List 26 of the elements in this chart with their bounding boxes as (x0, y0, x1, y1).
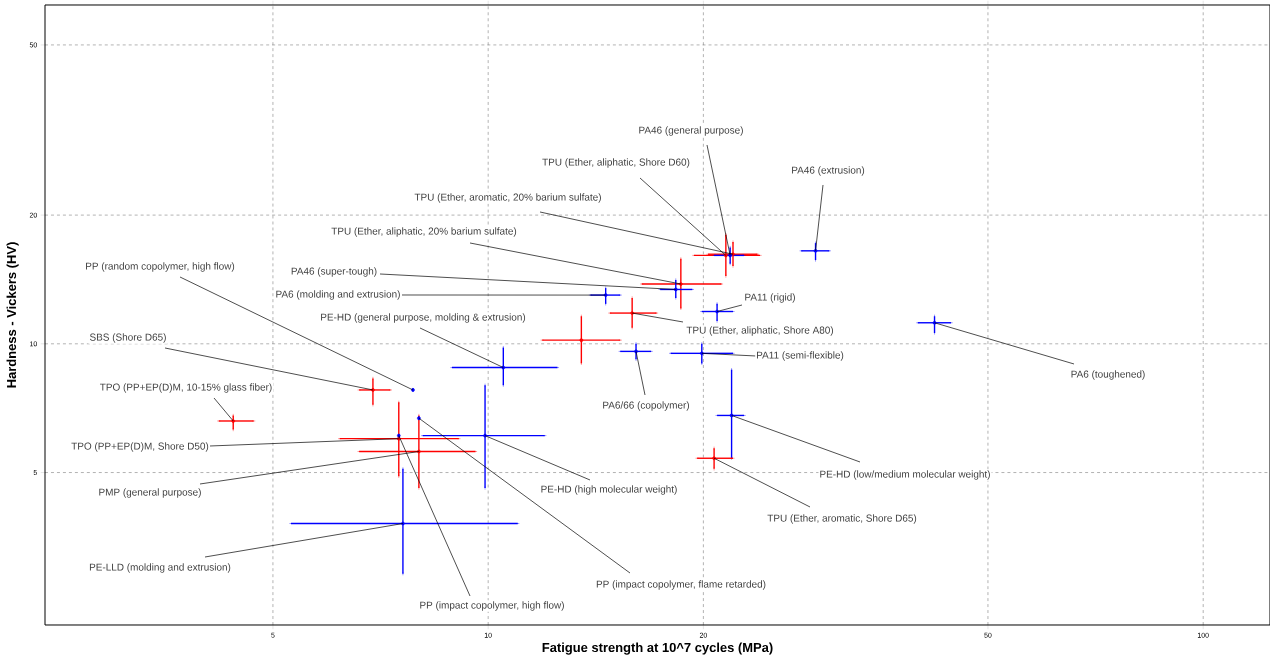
y-axis-title: Hardness - Vickers (HV) (6, 242, 19, 388)
annotation: PP (impact copolymer, high flow) (420, 601, 564, 611)
annotation: TPU (Ether, aromatic, 20% barium sulfate) (414, 193, 601, 203)
annotation: PE-HD (high molecular weight) (541, 485, 677, 495)
annotation: SBS (Shore D65) (89, 333, 166, 343)
annotation: PA46 (extrusion) (792, 166, 865, 176)
annotation: PA11 (semi-flexible) (756, 351, 844, 361)
annotation: PA46 (general purpose) (639, 126, 743, 136)
annotation: PA11 (rigid) (745, 293, 795, 303)
x-axis-title: Fatigue strength at 10^7 cycles (MPa) (542, 642, 773, 655)
annotation: TPO (PP+EP(D)M, Shore D50) (71, 442, 209, 452)
annotation: PP (random copolymer, high flow) (86, 262, 235, 272)
annotation: PE-HD (general purpose, molding & extrusion) (321, 313, 526, 323)
annotation: TPU (Ether, aliphatic, Shore A80) (686, 326, 834, 336)
annotation: TPU (Ether, aromatic, Shore D65) (767, 514, 917, 524)
annotation: PMP (general purpose) (99, 488, 201, 498)
annotation: PA6 (molding and extrusion) (276, 290, 400, 300)
annotation: PA6/66 (copolymer) (603, 401, 690, 411)
annotation: PE-LLD (molding and extrusion) (89, 563, 231, 573)
annotation: PE-HD (low/medium molecular weight) (820, 470, 990, 480)
annotation: TPO (PP+EP(D)M, 10-15% glass fiber) (99, 383, 272, 393)
annotation: PA6 (toughened) (1071, 370, 1145, 380)
annotation: PP (impact copolymer, flame retarded) (596, 580, 766, 590)
annotation: PA46 (super-tough) (291, 267, 377, 277)
annotation: TPU (Ether, aliphatic, 20% barium sulfate) (331, 227, 517, 237)
annotation: TPU (Ether, aliphatic, Shore D60) (542, 158, 690, 168)
